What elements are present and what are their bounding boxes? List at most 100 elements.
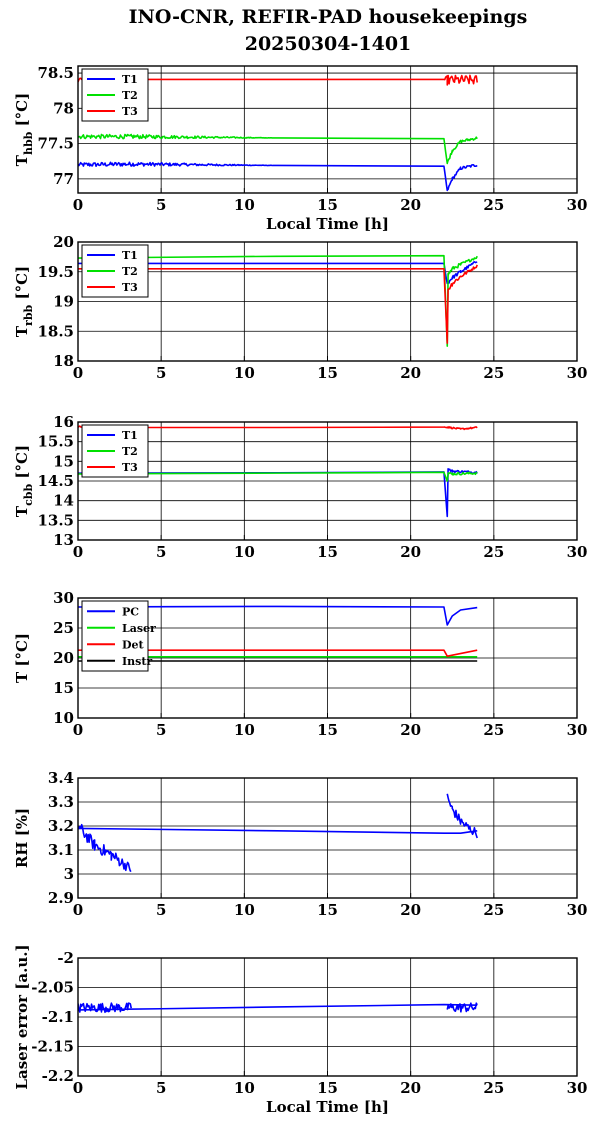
x-tick-label: 25 xyxy=(483,196,504,214)
series-line-T1 xyxy=(78,161,478,192)
series-line-PC xyxy=(78,605,478,626)
chart-panel-2: 0 5 10 15 20 25 30 18 18.5 19 19.5 20 T1 T2 T3 Trbb [°C… xyxy=(13,233,587,382)
y-tick-label: 15.5 xyxy=(37,433,74,451)
legend-entry: Instr xyxy=(122,655,152,668)
series-line-T2 xyxy=(78,471,478,482)
series-line-T3 xyxy=(78,264,478,344)
y-tick-label: 25 xyxy=(53,619,74,637)
y-axis-label: Trbb [°C] xyxy=(13,266,35,337)
x-tick-label: 15 xyxy=(317,364,338,382)
y-tick-label: 15 xyxy=(53,679,74,697)
x-tick-label: 0 xyxy=(73,364,83,382)
y-tick-label: 20 xyxy=(53,233,74,251)
y-tick-label: 78.5 xyxy=(37,64,74,82)
legend-entry: T1 xyxy=(122,249,138,262)
y-axis-label: RH [%] xyxy=(13,808,31,868)
x-tick-label: 30 xyxy=(567,901,588,919)
x-tick-label: 0 xyxy=(73,901,83,919)
x-tick-label: 10 xyxy=(234,901,255,919)
y-axis-label: Laser error [a.u.] xyxy=(13,944,31,1089)
y-tick-label: 2.9 xyxy=(48,889,74,907)
y-tick-label: 19.5 xyxy=(37,263,74,281)
x-tick-label: 25 xyxy=(483,901,504,919)
series-line-2 xyxy=(78,1002,133,1014)
y-tick-label: 10 xyxy=(53,709,74,727)
y-tick-label: -2 xyxy=(57,949,74,967)
series-line-3 xyxy=(446,1002,478,1013)
legend-entry: T3 xyxy=(122,105,138,118)
y-tick-label: 3.1 xyxy=(48,841,74,859)
series-line-3 xyxy=(446,793,478,839)
legend-entry: T2 xyxy=(122,445,138,458)
y-tick-label: -2.15 xyxy=(31,1038,74,1056)
x-tick-label: 20 xyxy=(400,543,421,561)
x-axis-label: Local Time [h] xyxy=(266,1098,389,1116)
x-tick-label: 20 xyxy=(400,901,421,919)
series-line-Det xyxy=(78,649,478,658)
series-line-1 xyxy=(78,827,478,835)
y-tick-label: 13.5 xyxy=(37,511,74,529)
x-tick-label: 30 xyxy=(567,196,588,214)
legend-entry: T3 xyxy=(122,461,138,474)
y-tick-label: 30 xyxy=(53,589,74,607)
x-tick-label: 5 xyxy=(156,1079,166,1097)
y-tick-label: 15 xyxy=(53,452,74,470)
x-tick-label: 0 xyxy=(73,196,83,214)
y-tick-label: 77 xyxy=(53,170,74,188)
x-tick-label: 0 xyxy=(73,1079,83,1097)
x-tick-label: 10 xyxy=(234,721,255,739)
plot-frame xyxy=(77,241,578,362)
x-tick-label: 25 xyxy=(483,721,504,739)
x-tick-label: 5 xyxy=(156,543,166,561)
series-group xyxy=(78,793,478,872)
y-axis-label: Tcbb [°C] xyxy=(13,445,35,517)
plot-frame xyxy=(77,65,578,194)
x-tick-label: 30 xyxy=(567,543,588,561)
series-group xyxy=(78,1002,478,1014)
series-line-T1 xyxy=(78,467,478,518)
x-tick-label: 0 xyxy=(73,543,83,561)
plot-frame xyxy=(77,777,578,899)
chart-panel-3: 0 5 10 15 20 25 301313.51414.51515.516T1T2T3Tc… xyxy=(13,413,587,561)
chart-panel-6: 0 5 10 15 20 25 30 -2.2 -2.15 -2.1 -2.05 -2 Local Ti… xyxy=(13,944,587,1116)
legend-entry: T3 xyxy=(122,281,138,294)
x-tick-label: 5 xyxy=(156,196,166,214)
y-tick-label: 3.4 xyxy=(48,769,74,787)
series-line-T2 xyxy=(78,133,478,165)
chart-panel-5: 0 5 10 15 20 25 30 2.9 3 3.1 3.2 3.3 3.4 RH [%] xyxy=(13,769,587,919)
legend-box xyxy=(81,600,149,672)
y-tick-label: 20 xyxy=(53,649,74,667)
x-tick-label: 30 xyxy=(567,364,588,382)
y-tick-label: 19 xyxy=(53,293,74,311)
series-group xyxy=(78,254,478,347)
y-tick-label: 16 xyxy=(53,413,74,431)
plot-frame xyxy=(77,421,578,541)
x-tick-label: 25 xyxy=(483,364,504,382)
legend-entry: Laser xyxy=(122,622,156,635)
y-tick-label: 78 xyxy=(53,99,74,117)
y-tick-label: 77.5 xyxy=(37,135,74,153)
series-line-T2 xyxy=(78,254,478,347)
legend-entry: T2 xyxy=(122,89,138,102)
y-tick-label: -2.1 xyxy=(42,1008,74,1026)
x-tick-label: 10 xyxy=(234,543,255,561)
plot-frame xyxy=(77,597,578,719)
x-tick-label: 20 xyxy=(400,721,421,739)
x-tick-label: 20 xyxy=(400,364,421,382)
x-tick-label: 15 xyxy=(317,543,338,561)
y-tick-label: 18.5 xyxy=(37,322,74,340)
y-tick-label: 14.5 xyxy=(37,472,74,490)
legend-entry: Det xyxy=(122,638,145,651)
x-tick-label: 15 xyxy=(317,1079,338,1097)
legend-entry: PC xyxy=(122,605,139,618)
x-tick-label: 5 xyxy=(156,364,166,382)
legend-entry: T1 xyxy=(122,73,138,86)
chart-panel-1: 0 5 10 15 20 25 30 77 77.5 78 78.5 T1 T2 T3 Local Time… xyxy=(13,64,587,233)
x-tick-label: 0 xyxy=(73,721,83,739)
x-tick-label: 15 xyxy=(317,196,338,214)
x-tick-label: 30 xyxy=(567,1079,588,1097)
y-tick-label: 14 xyxy=(53,492,74,510)
x-tick-label: 10 xyxy=(234,364,255,382)
y-tick-label: 3.3 xyxy=(48,793,74,811)
